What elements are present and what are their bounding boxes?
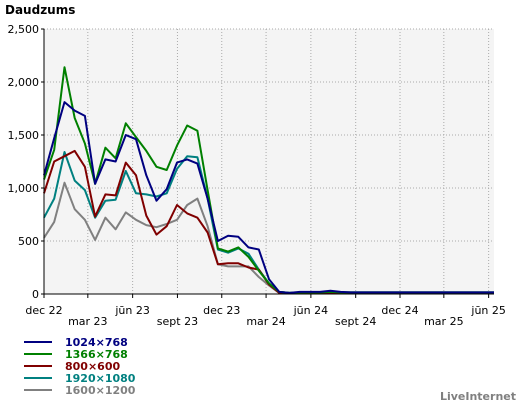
legend-label: 800×600 [65, 360, 120, 373]
series-line [43, 101, 494, 294]
y-tick-label: 1,500 [8, 129, 40, 142]
x-tick-label: mar 25 [424, 315, 463, 328]
x-tick-label: mar 23 [68, 315, 107, 328]
legend-label: 1600×1200 [65, 384, 136, 397]
x-tick-labels: dec 22 jūn 23 dec 23 jūn 24 dec 24 jūn 25 mar … [25, 294, 506, 328]
series-layer [43, 66, 494, 295]
x-tick-label: dec 23 [203, 304, 240, 317]
x-tick-label: jūn 24 [293, 304, 329, 317]
legend-label: 1366×768 [65, 348, 128, 361]
legend-label: 1920×1080 [65, 372, 136, 385]
watermark: LiveInternet [440, 390, 516, 403]
y-tick-label: 1,000 [8, 182, 40, 195]
plot-area [44, 29, 494, 294]
x-tick-label: jūn 25 [470, 304, 506, 317]
x-tick-label: dec 22 [25, 304, 62, 317]
grid [43, 28, 494, 294]
y-tick-label: 2,500 [8, 23, 40, 36]
chart-title: Daudzums [5, 3, 75, 17]
x-tick-label: mar 24 [246, 315, 285, 328]
x-tick-label: jūn 23 [114, 304, 150, 317]
x-tick-label: sept 23 [157, 315, 198, 328]
y-tick-label: 500 [18, 235, 39, 248]
y-tick-label: 0 [32, 288, 39, 301]
axes [43, 29, 494, 295]
y-tick-label: 2,000 [8, 76, 40, 89]
y-tick-labels: 0 500 1,000 1,500 2,000 2,500 [8, 23, 44, 301]
x-tick-label: sept 24 [335, 315, 376, 328]
legend-label: 1024×768 [65, 336, 128, 349]
x-tick-label: dec 24 [381, 304, 418, 317]
legend: 1024×7681366×768800×6001920×10801600×120… [24, 336, 136, 397]
